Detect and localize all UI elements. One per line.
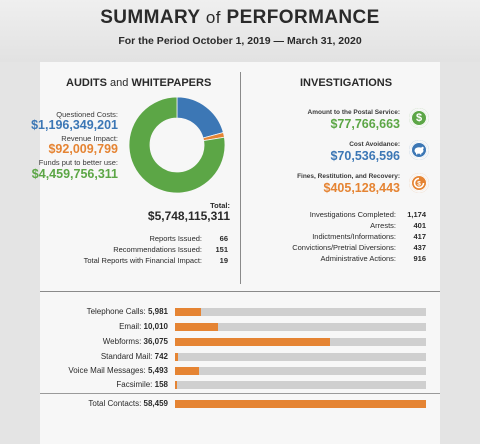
title-summary: SUMMARY: [100, 7, 201, 28]
investigation-stat-row: Arrests: 401: [370, 221, 426, 232]
contact-bar-track: [175, 308, 426, 316]
donut-slice-questioned-costs: [176, 96, 224, 139]
contact-bar-label: Standard Mail: 742: [40, 352, 168, 361]
audits-title-end: WHITEPAPERS: [131, 77, 212, 89]
total-divider: [40, 393, 440, 394]
audit-stat-label: Total Reports with Financial Impact:: [83, 256, 202, 265]
total-contacts-text: Total Contacts:: [88, 399, 142, 408]
postal-amount-label: Amount to the Postal Service:: [307, 109, 400, 116]
contact-bar-track: [175, 323, 426, 331]
audit-stat-value: 66: [219, 234, 228, 243]
investigation-stat-row: Convictions/Pretrial Diversions: 437: [292, 243, 426, 254]
total-contacts-bar: [175, 400, 426, 408]
investigation-stat-label: Convictions/Pretrial Diversions:: [292, 243, 396, 252]
funds-better-use-label: Funds put to better use:: [38, 158, 118, 167]
contact-count: 10,010: [143, 322, 168, 331]
funds-better-use-value: $4,459,756,311: [31, 167, 118, 181]
investigation-stat-value: 417: [413, 232, 426, 241]
contact-bar-track: [175, 381, 426, 389]
fines-recovery-label: Fines, Restitution, and Recovery:: [297, 173, 400, 180]
contact-bar-track: [175, 367, 426, 375]
contact-bar-label: Email: 10,010: [40, 322, 168, 331]
vertical-divider: [240, 72, 241, 284]
investigation-stat-row: Indictments/Informations: 417: [312, 232, 426, 243]
audits-title-word: AUDITS: [66, 77, 107, 89]
contact-bar: [175, 367, 199, 375]
contact-bar-label: Voice Mail Messages: 5,493: [40, 366, 168, 375]
title-of: of: [205, 8, 221, 27]
header: SUMMARY of PERFORMANCE For the Period Oc…: [0, 0, 480, 62]
investigation-stat-row: Administrative Actions: 916: [321, 254, 426, 265]
contact-channel-label: Voice Mail Messages:: [68, 366, 146, 375]
investigations-section-title: INVESTIGATIONS: [300, 77, 393, 89]
total-contacts-track: [175, 400, 426, 408]
audit-stat-value: 151: [215, 245, 228, 254]
audit-stat-row: Recommendations Issued: 151: [113, 245, 232, 256]
audits-section-title: AUDITS and WHITEPAPERS: [66, 77, 211, 89]
contact-channel-label: Email:: [119, 322, 142, 331]
questioned-costs-label: Questioned Costs:: [56, 110, 118, 119]
horizontal-divider: [40, 291, 440, 292]
audit-stat-label: Recommendations Issued:: [113, 245, 202, 254]
recovery-icon: $: [409, 173, 429, 193]
contact-channel-label: Telephone Calls:: [86, 307, 146, 316]
svg-text:$: $: [417, 181, 421, 188]
contact-channel-label: Standard Mail:: [100, 352, 153, 361]
contact-channel-label: Webforms:: [102, 337, 142, 346]
page-subtitle: For the Period October 1, 2019 — March 3…: [118, 35, 362, 47]
total-contacts-label: Total Contacts: 58,459: [40, 399, 168, 408]
contact-bar-track: [175, 338, 426, 346]
title-performance: PERFORMANCE: [226, 7, 380, 28]
contact-bar-label: Webforms: 36,075: [40, 337, 168, 346]
donut-slice-funds-better-use: [128, 96, 226, 194]
page-title: SUMMARY of PERFORMANCE: [0, 7, 480, 29]
contact-bar: [175, 338, 330, 346]
investigation-stat-value: 1,174: [407, 210, 426, 219]
contact-bar-track: [175, 353, 426, 361]
contact-bar: [175, 353, 179, 361]
investigation-stat-value: 401: [413, 221, 426, 230]
investigation-stat-label: Indictments/Informations:: [312, 232, 396, 241]
contact-count: 36,075: [143, 337, 168, 346]
audit-stat-row: Reports Issued: 66: [149, 234, 232, 245]
investigation-stat-value: 916: [413, 254, 426, 263]
audits-total-value: $5,748,115,311: [147, 209, 230, 223]
audit-stat-value: 19: [219, 256, 228, 265]
contact-count: 158: [154, 380, 168, 389]
audits-title-and: and: [110, 77, 129, 89]
total-contacts-count: 58,459: [143, 399, 168, 408]
postal-amount-value: $77,766,663: [330, 117, 400, 131]
dollar-icon: $: [409, 108, 429, 128]
investigation-stat-label: Investigations Completed:: [309, 210, 396, 219]
investigation-stat-label: Administrative Actions:: [320, 254, 396, 263]
contact-bar-label: Facsimile: 158: [40, 380, 168, 389]
fines-recovery-value: $405,128,443: [323, 181, 400, 195]
contact-count: 5,493: [147, 366, 168, 375]
audits-total-label: Total:: [210, 201, 230, 210]
investigation-stat-row: Investigations Completed: 1,174: [310, 210, 426, 221]
cost-avoidance-label: Cost Avoidance:: [349, 141, 400, 148]
questioned-costs-value: $1,196,349,201: [31, 118, 118, 132]
audit-stat-row: Total Reports with Financial Impact: 19: [84, 256, 232, 267]
contact-bar: [175, 308, 201, 316]
contact-bar: [175, 323, 218, 331]
contact-bar-label: Telephone Calls: 5,981: [40, 307, 168, 316]
cost-avoidance-value: $70,536,596: [330, 149, 400, 163]
contact-count: 742: [154, 352, 168, 361]
investigation-stat-label: Arrests:: [370, 221, 396, 230]
contact-channel-label: Facsimile:: [116, 380, 153, 389]
contact-count: 5,981: [147, 307, 168, 316]
audits-donut-chart: [128, 96, 226, 194]
revenue-impact-value: $92,009,799: [48, 142, 118, 156]
piggy-bank-icon: [409, 140, 429, 160]
investigation-stat-value: 437: [413, 243, 426, 252]
revenue-impact-label: Revenue Impact:: [61, 134, 118, 143]
audit-stat-label: Reports Issued:: [149, 234, 202, 243]
contact-bar: [175, 381, 177, 389]
